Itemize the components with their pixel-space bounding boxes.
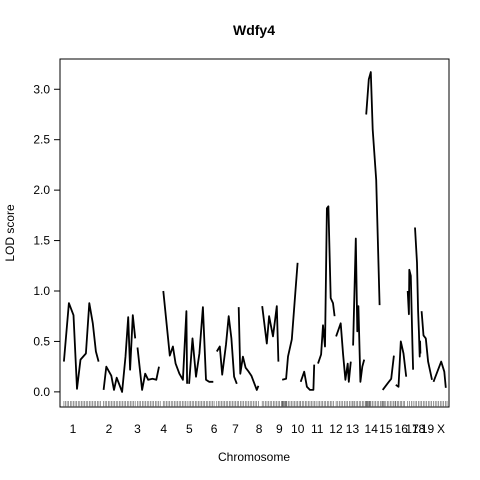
y-tick-label: 2.5	[33, 133, 50, 147]
y-tick-label: 1.0	[33, 284, 50, 298]
x-tick-label: 12	[329, 422, 343, 436]
lod-curve-chr-10	[301, 365, 315, 390]
lod-curve-chr-17	[408, 270, 413, 370]
lod-curve-chr-15	[383, 356, 394, 390]
x-tick-label: 5	[186, 422, 193, 436]
lod-curve-chr-3	[138, 348, 160, 390]
x-axis-label: Chromosome	[218, 450, 290, 464]
lod-curve-chr-8	[262, 306, 278, 362]
lod-curve-chr-7	[239, 307, 259, 390]
x-tick-label: 13	[346, 422, 360, 436]
lod-curve-chr-18	[415, 228, 420, 357]
x-tick-label: 10	[291, 422, 305, 436]
y-tick-label: 2.0	[33, 183, 50, 197]
lod-curve-chr-6	[217, 316, 237, 384]
lod-curve-chr-1	[64, 303, 99, 389]
x-tick-label: 14	[365, 422, 379, 436]
y-tick-label: 3.0	[33, 82, 50, 96]
x-tick-label: X	[437, 422, 445, 436]
lod-curve-chr-2	[104, 315, 136, 392]
x-tick-label: 7	[232, 422, 239, 436]
marker-rug	[64, 401, 447, 407]
y-tick-label: 0.0	[33, 385, 50, 399]
x-tick-label: 9	[276, 422, 283, 436]
lod-curve-chr-16	[396, 341, 406, 386]
lod-curve-chr-9	[282, 263, 297, 380]
x-tick-label: 2	[106, 422, 113, 436]
chart-title: Wdfy4	[233, 22, 275, 38]
x-tick-label: 8	[256, 422, 263, 436]
x-tick-label: 19	[421, 422, 435, 436]
lod-curve-chr-X	[434, 362, 446, 388]
y-axis: 0.0 0.5 1.0 1.5 2.0 2.5 3.0	[33, 82, 60, 399]
x-tick-label: 4	[160, 422, 167, 436]
x-tick-label: 3	[134, 422, 141, 436]
lod-curve-chr-12	[336, 323, 351, 382]
lod-curve-chr-11	[318, 206, 335, 363]
x-tick-label: 6	[211, 422, 218, 436]
lod-curve-chr-13	[353, 239, 364, 382]
lod-curve-chr-19	[422, 311, 432, 380]
y-tick-label: 0.5	[33, 334, 50, 348]
x-tick-label: 1	[70, 422, 77, 436]
lod-curves	[64, 72, 446, 392]
lod-curve-chr-5	[189, 307, 213, 384]
x-tick-label: 15	[379, 422, 393, 436]
lod-curve-chr-14	[366, 72, 379, 305]
lod-curve-chr-4	[163, 291, 187, 384]
plot-frame	[60, 59, 449, 407]
x-tick-label: 11	[311, 422, 324, 436]
y-tick-label: 1.5	[33, 234, 50, 248]
y-axis-label: LOD score	[3, 204, 17, 262]
